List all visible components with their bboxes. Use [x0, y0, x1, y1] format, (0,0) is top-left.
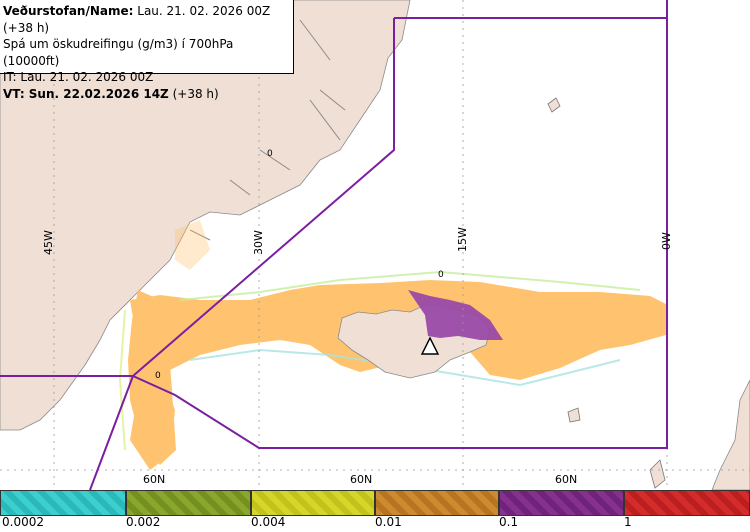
- legend-swatch: [0, 490, 126, 516]
- legend-swatch: [375, 490, 499, 516]
- legend-swatch: [499, 490, 624, 516]
- longitude-label-15w: 15W: [456, 227, 469, 252]
- info-valid-time-value: (+38 h): [172, 86, 219, 101]
- contour-label: 0: [438, 270, 444, 280]
- legend-swatch: [251, 490, 375, 516]
- legend-tick-label: 0.004: [251, 515, 286, 529]
- info-issue-time: IT: Lau. 21. 02. 2026 00Z: [3, 70, 154, 84]
- forecast-info-box: Veðurstofan/Name: Lau. 21. 02. 2026 00Z …: [0, 0, 294, 101]
- latitude-label-60n-west: 60N: [143, 473, 165, 486]
- info-name-label: Veðurstofan/Name:: [3, 4, 134, 18]
- legend-tick-label: 0.01: [375, 515, 402, 529]
- longitude-label-30w: 30W: [252, 230, 265, 255]
- latitude-label-60n-east: 60N: [555, 473, 577, 486]
- greenland-fjords: [189, 19, 346, 241]
- small-island: [547, 97, 561, 113]
- legend-swatch: [126, 490, 251, 516]
- legend-tick-label: 1: [624, 515, 632, 529]
- longitude-label-45w: 45W: [42, 230, 55, 255]
- info-valid-time-label: VT: Sun. 22.02.2026 14Z: [3, 86, 169, 101]
- legend-tick-label: 0.0002: [2, 515, 44, 529]
- legend-swatch: [624, 490, 750, 516]
- latitude-label-60n-center: 60N: [350, 473, 372, 486]
- info-product-line: Spá um öskudreifingu (g/m3) í 700hPa (10…: [3, 37, 234, 68]
- legend-tick-label: 0.002: [126, 515, 161, 529]
- longitude-label-0w: 0W: [660, 232, 673, 250]
- shetland-islands: [649, 459, 666, 489]
- contour-label: 0: [155, 371, 161, 381]
- volcano-marker: [420, 336, 440, 355]
- faroe-islands: [567, 407, 581, 423]
- greenland-landmass: [0, 0, 411, 431]
- concentration-legend: 0.0002 0.002 0.004 0.01 0.1 1: [0, 490, 750, 532]
- legend-tick-label: 0.1: [499, 515, 519, 529]
- advisory-boundary: [0, 0, 668, 491]
- ash-cloud-high: [408, 290, 503, 340]
- norway-coast: [711, 379, 750, 491]
- info-name-value: Lau. 21. 02. 2026 00Z (+38 h): [3, 4, 271, 35]
- contour-label: 0: [267, 149, 273, 159]
